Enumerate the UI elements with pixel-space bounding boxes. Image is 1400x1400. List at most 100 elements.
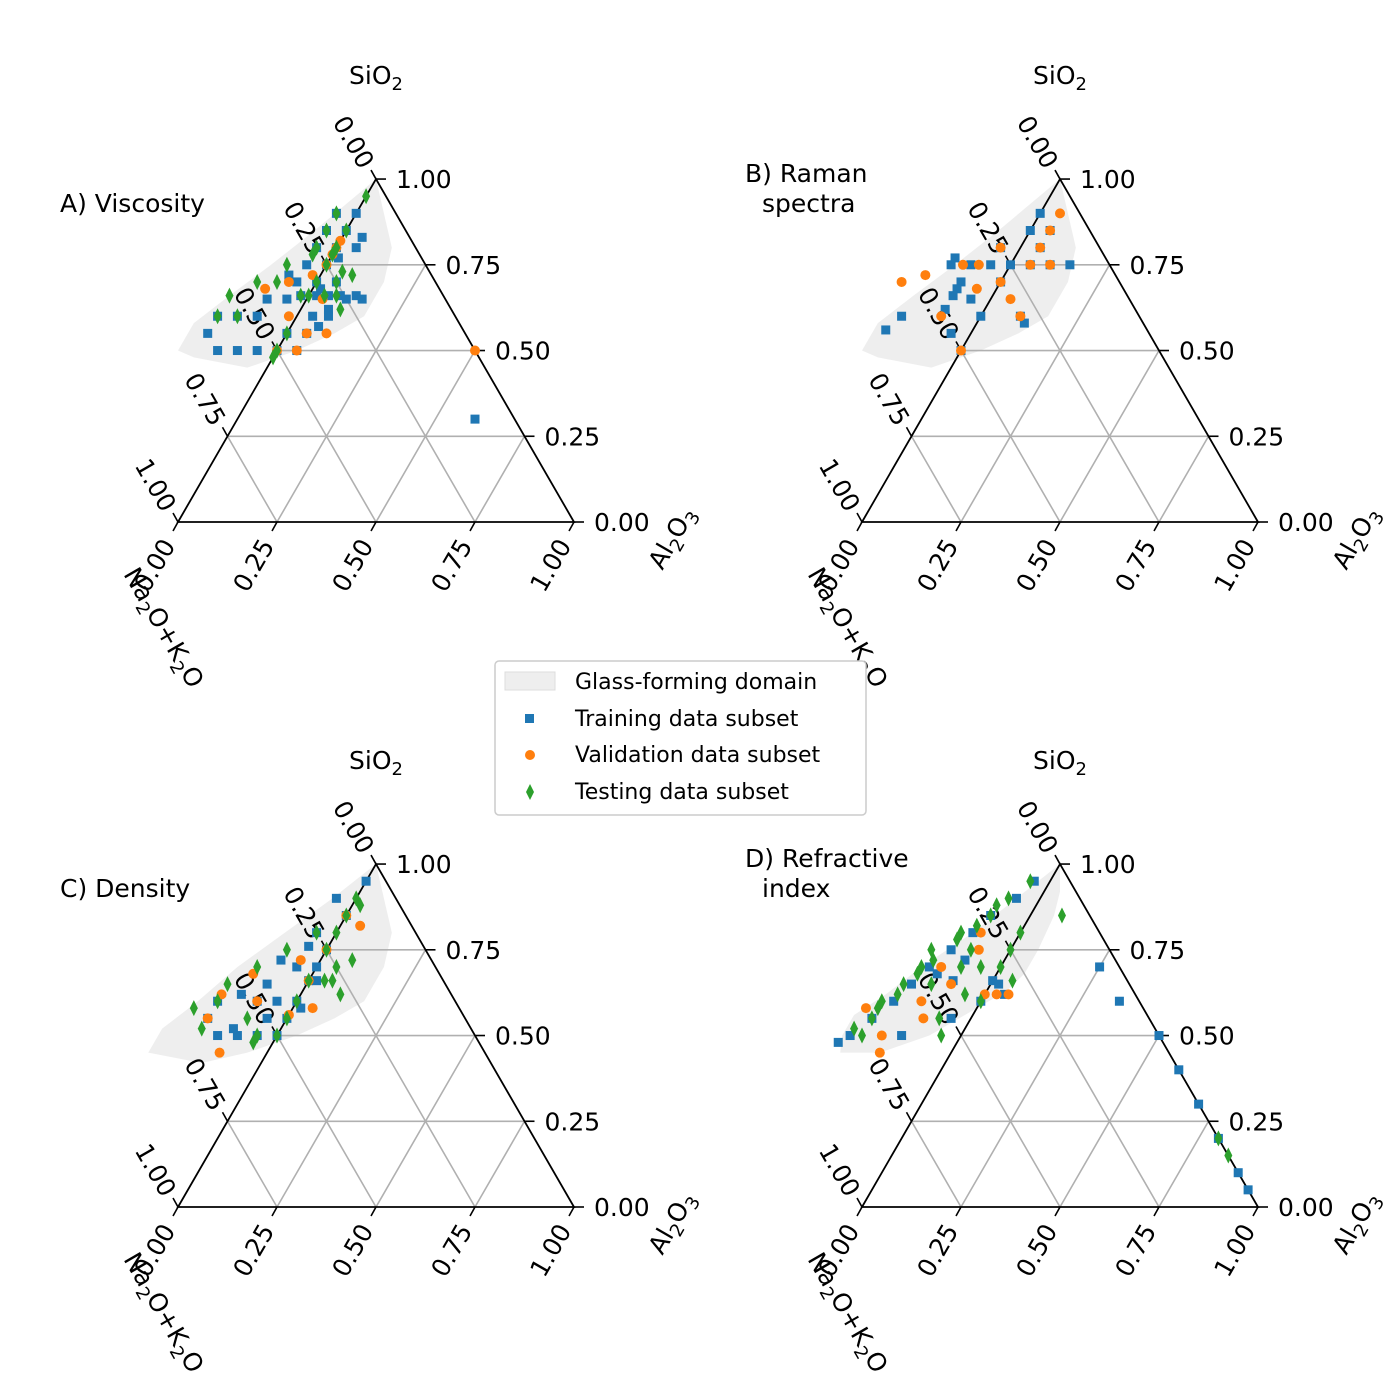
point-training (312, 962, 322, 972)
tick-label-left: 1.00 (129, 1139, 182, 1202)
point-testing (273, 1027, 281, 1044)
point-validation (936, 961, 947, 972)
point-testing (253, 958, 262, 975)
point-training (357, 232, 367, 242)
tick-label-bottom: 0.25 (911, 1219, 964, 1282)
grid (226, 263, 526, 523)
grid-line (226, 435, 278, 523)
point-training (357, 294, 367, 304)
grid-line (325, 949, 476, 1208)
panel-raman: 0.000.000.000.250.250.250.500.500.500.75… (745, 61, 1389, 693)
tick-left (1054, 169, 1061, 180)
tick-label-right: 0.50 (1179, 1022, 1235, 1051)
axis-title-sio2: SiO2 (349, 61, 403, 95)
data-points (881, 208, 1075, 356)
point-testing (1224, 1147, 1233, 1164)
legend-marker-testing (526, 784, 534, 800)
point-validation (916, 996, 927, 1007)
point-training (262, 979, 272, 989)
point-validation (973, 944, 984, 955)
grid-line (1059, 350, 1160, 523)
point-training (262, 294, 272, 304)
point-testing (312, 924, 321, 941)
point-training (1174, 1065, 1184, 1075)
point-training (323, 311, 333, 321)
point-testing (282, 256, 291, 273)
point-validation (973, 259, 984, 270)
point-testing (935, 1010, 944, 1027)
tick-label-right: 1.00 (1080, 165, 1136, 194)
point-testing (899, 976, 908, 993)
grid-line (474, 435, 526, 523)
point-training (1006, 260, 1015, 270)
point-testing (913, 965, 922, 982)
tick-label-bottom: 1.00 (524, 534, 577, 597)
point-training (302, 260, 312, 270)
panel-title: B) Raman spectra (745, 159, 868, 218)
point-training (881, 325, 891, 335)
point-training (1243, 1185, 1253, 1195)
tick-bottom (1054, 1206, 1061, 1217)
point-training (907, 979, 916, 989)
point-testing (927, 976, 936, 993)
tick-label-right: 0.75 (1130, 936, 1186, 965)
legend-label-testing: Testing data subset (574, 780, 789, 805)
tick-label-right: 0.75 (446, 251, 502, 280)
tick-bottom (469, 1206, 476, 1217)
point-testing (320, 287, 329, 304)
point-validation (260, 283, 271, 294)
tick-bottom (856, 521, 863, 532)
point-training (213, 346, 223, 356)
point-training (213, 1031, 223, 1041)
point-validation (1045, 225, 1056, 236)
point-validation (876, 1030, 887, 1041)
tick-bottom (568, 1206, 575, 1217)
point-training (276, 955, 286, 965)
point-testing (992, 897, 1001, 914)
point-testing (223, 976, 232, 993)
tick-label-left: 1.00 (129, 454, 182, 517)
point-training (932, 969, 942, 979)
tick-bottom (370, 521, 377, 532)
tick-label-right: 0.25 (1229, 1107, 1285, 1136)
legend-frame (494, 660, 867, 816)
point-training (292, 962, 302, 972)
point-testing (332, 273, 341, 290)
point-testing (858, 1027, 866, 1044)
point-testing (253, 1027, 262, 1044)
point-training (470, 414, 480, 424)
tick-label-left: 1.00 (813, 1139, 866, 1202)
point-training (1011, 893, 1021, 903)
point-validation (995, 242, 1006, 253)
data-points (203, 188, 480, 424)
point-testing (233, 308, 242, 325)
legend-marker-validation (525, 750, 535, 760)
point-training (1114, 996, 1124, 1006)
point-training (994, 979, 1004, 989)
point-testing (976, 993, 985, 1010)
point-training (341, 294, 351, 304)
point-training (312, 976, 322, 986)
legend-label-domain: Glass-forming domain (575, 670, 817, 695)
point-training (988, 976, 998, 986)
tick-left (370, 169, 377, 180)
tick-label-right: 1.00 (396, 165, 452, 194)
point-validation (202, 1013, 213, 1024)
point-testing (1016, 924, 1025, 941)
point-validation (307, 1003, 318, 1014)
point-testing (282, 325, 291, 342)
panel-title: D) Refractive index (745, 844, 909, 903)
tick-left (905, 1111, 913, 1122)
point-testing (243, 1010, 252, 1027)
tick-label-bottom: 0.25 (227, 1219, 280, 1282)
point-testing (269, 349, 278, 366)
panel-title: C) Density (60, 874, 190, 903)
tick-label-right: 0.25 (545, 422, 601, 451)
axis-title-sio2: SiO2 (349, 746, 403, 780)
point-testing (308, 246, 317, 263)
tick-bottom (271, 1206, 278, 1217)
tick-label-bottom: 0.75 (1109, 1219, 1162, 1282)
tick-label-bottom: 0.50 (326, 534, 379, 597)
point-training (833, 1037, 843, 1047)
tick-left (221, 1111, 229, 1122)
